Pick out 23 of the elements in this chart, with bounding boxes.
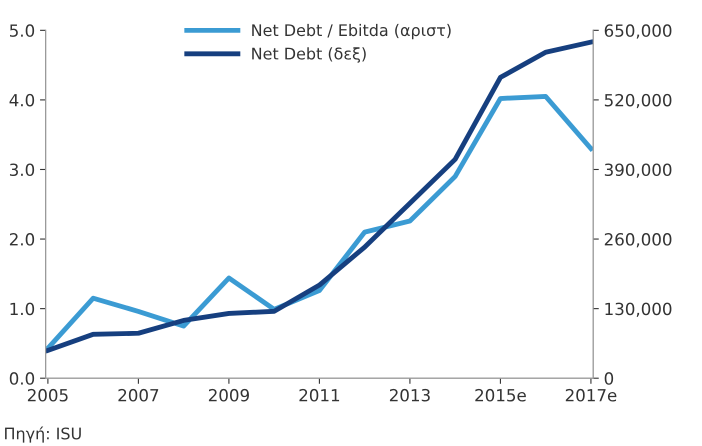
- y2-tick-label: 130,000: [605, 302, 672, 317]
- x-tick-label: 2011: [299, 388, 340, 402]
- y2-tick-label: 0: [604, 372, 614, 385]
- y2-tick-label: 260,000: [604, 233, 672, 248]
- y-tick-label: 2.0: [10, 233, 34, 246]
- legend-label: Net Debt (δεξ): [252, 47, 366, 63]
- y2-tick-label: 390,000: [604, 163, 672, 178]
- y-tick-label: 1.0: [10, 302, 34, 316]
- legend-label: Net Debt / Ebitda (αριστ): [252, 24, 451, 40]
- x-tick-label: 2005: [28, 388, 68, 402]
- x-tick-label: 2013: [390, 388, 430, 402]
- text: Πηγή: ISU: [5, 426, 81, 443]
- y-tick-label: 3.0: [10, 163, 34, 176]
- y-tick-label: 4.0: [10, 94, 34, 106]
- x-tick-label: 2007: [118, 388, 158, 402]
- y-tick-label: 0.0: [10, 372, 34, 385]
- x-tick-label: 2009: [208, 388, 249, 402]
- y2-tick-label: 650,000: [604, 24, 672, 39]
- y2-tick-label: 520,000: [604, 94, 672, 108]
- x-tick-label: 2017e: [566, 388, 616, 402]
- y-tick-label: 5.0: [10, 24, 34, 37]
- x-tick-label: 2015e: [475, 388, 526, 402]
- line-series: [46, 40, 594, 353]
